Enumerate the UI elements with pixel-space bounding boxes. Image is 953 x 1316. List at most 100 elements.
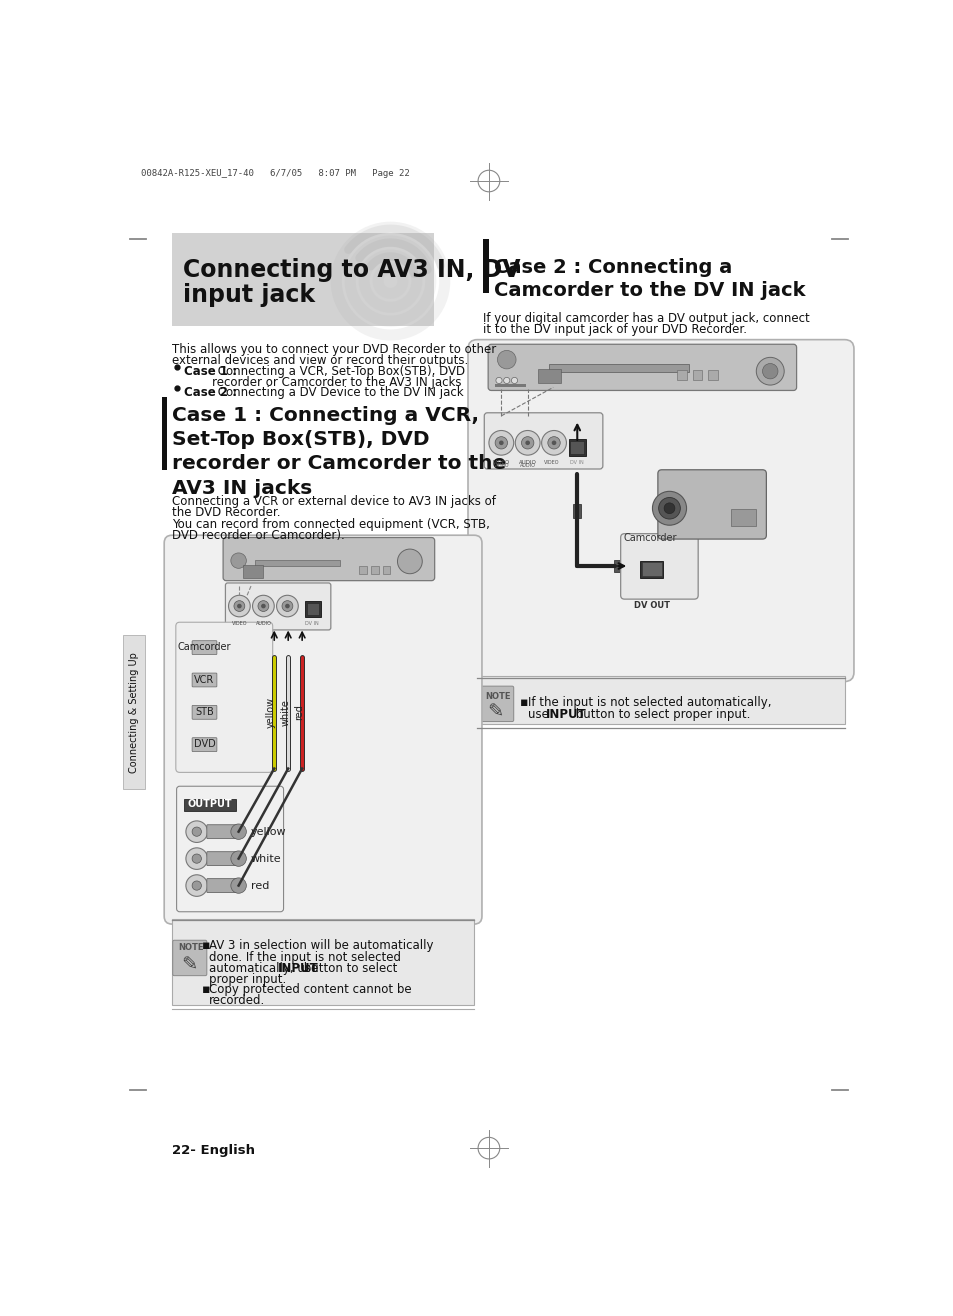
Bar xyxy=(549,365,688,372)
Text: Case 1 : Connecting a VCR,
Set-Top Box(STB), DVD
recorder or Camcorder to the
AV: Case 1 : Connecting a VCR, Set-Top Box(S… xyxy=(172,405,506,497)
Text: Connecting & Setting Up: Connecting & Setting Up xyxy=(129,651,139,772)
Circle shape xyxy=(253,595,274,617)
Text: yellow: yellow xyxy=(251,826,286,837)
Circle shape xyxy=(231,824,246,840)
Text: Camcorder: Camcorder xyxy=(177,642,231,653)
Text: red: red xyxy=(294,704,304,720)
Text: STB: STB xyxy=(195,707,213,717)
Circle shape xyxy=(658,497,679,519)
Text: Case 1 :: Case 1 : xyxy=(184,365,237,378)
Text: DV IN: DV IN xyxy=(304,621,318,625)
Bar xyxy=(570,441,583,454)
FancyBboxPatch shape xyxy=(225,583,331,630)
Circle shape xyxy=(231,851,246,866)
Bar xyxy=(162,396,167,470)
Text: external devices and view or record their outputs.: external devices and view or record thei… xyxy=(172,354,468,366)
Text: VIDEO: VIDEO xyxy=(543,459,558,465)
FancyBboxPatch shape xyxy=(658,470,765,540)
Text: ▪: ▪ xyxy=(201,983,210,996)
Text: If the input is not selected automatically,: If the input is not selected automatical… xyxy=(527,696,770,709)
Bar xyxy=(573,504,580,517)
Text: recorded.: recorded. xyxy=(209,994,265,1007)
Circle shape xyxy=(515,430,539,455)
Circle shape xyxy=(525,441,530,445)
Circle shape xyxy=(547,437,559,449)
Text: DV IN: DV IN xyxy=(570,459,583,465)
Text: recorder or Camcorder to the AV3 IN jacks: recorder or Camcorder to the AV3 IN jack… xyxy=(212,376,461,388)
Circle shape xyxy=(231,553,246,569)
Text: Connecting a VCR or external device to AV3 IN jacks of: Connecting a VCR or external device to A… xyxy=(172,495,496,508)
FancyBboxPatch shape xyxy=(207,825,239,838)
Circle shape xyxy=(503,378,509,383)
Circle shape xyxy=(541,430,566,455)
Circle shape xyxy=(236,604,241,608)
FancyBboxPatch shape xyxy=(172,919,474,1005)
Text: DV OUT: DV OUT xyxy=(634,600,670,609)
Text: AUDIO: AUDIO xyxy=(518,459,536,465)
Text: Connecting to AV3 IN, DV: Connecting to AV3 IN, DV xyxy=(183,258,519,282)
Bar xyxy=(183,799,236,811)
Text: Connecting a VCR, Set-Top Box(STB), DVD: Connecting a VCR, Set-Top Box(STB), DVD xyxy=(213,365,464,378)
FancyBboxPatch shape xyxy=(192,672,216,687)
Circle shape xyxy=(488,430,513,455)
FancyBboxPatch shape xyxy=(192,705,216,720)
Circle shape xyxy=(192,854,201,863)
Text: 22- English: 22- English xyxy=(172,1144,254,1157)
Circle shape xyxy=(186,875,208,896)
Circle shape xyxy=(231,878,246,894)
FancyBboxPatch shape xyxy=(176,786,283,912)
Text: Camcorder: Camcorder xyxy=(622,533,677,544)
Circle shape xyxy=(761,363,778,379)
Circle shape xyxy=(285,604,290,608)
FancyBboxPatch shape xyxy=(164,536,481,924)
Text: VIDEO: VIDEO xyxy=(492,459,510,465)
Text: ✎: ✎ xyxy=(487,703,503,721)
Bar xyxy=(692,370,701,380)
Bar xyxy=(495,383,525,387)
Bar xyxy=(537,368,560,383)
Text: You can record from connected equipment (VCR, STB,: You can record from connected equipment … xyxy=(172,519,489,532)
FancyBboxPatch shape xyxy=(477,686,513,721)
Bar xyxy=(639,561,662,578)
Text: VIDEO: VIDEO xyxy=(493,463,509,468)
Text: INPUT: INPUT xyxy=(278,962,318,975)
Circle shape xyxy=(663,503,674,513)
Text: VIDEO: VIDEO xyxy=(232,621,247,625)
FancyBboxPatch shape xyxy=(207,879,239,892)
Text: input jack: input jack xyxy=(183,283,314,308)
Circle shape xyxy=(229,595,250,617)
FancyBboxPatch shape xyxy=(484,413,602,468)
Circle shape xyxy=(261,604,266,608)
Circle shape xyxy=(192,826,201,836)
FancyBboxPatch shape xyxy=(476,676,843,724)
Text: yellow: yellow xyxy=(266,696,275,728)
Circle shape xyxy=(186,821,208,842)
Circle shape xyxy=(186,848,208,870)
Text: ▪: ▪ xyxy=(519,696,528,709)
Text: AUDIO: AUDIO xyxy=(255,621,271,625)
FancyBboxPatch shape xyxy=(468,340,853,682)
Text: VCR: VCR xyxy=(194,675,214,684)
Bar xyxy=(707,370,717,380)
Text: automatically, use: automatically, use xyxy=(209,962,322,975)
Text: ▪: ▪ xyxy=(201,940,210,953)
Text: 00842A-R125-XEU_17-40   6/7/05   8:07 PM   Page 22: 00842A-R125-XEU_17-40 6/7/05 8:07 PM Pag… xyxy=(141,168,409,178)
Bar xyxy=(123,636,145,790)
Bar xyxy=(731,509,756,526)
Text: NOTE: NOTE xyxy=(484,692,510,701)
Circle shape xyxy=(521,437,534,449)
Circle shape xyxy=(495,437,507,449)
FancyBboxPatch shape xyxy=(207,851,239,866)
Text: Connecting a DV Device to the DV IN jack: Connecting a DV Device to the DV IN jack xyxy=(213,386,463,399)
Circle shape xyxy=(652,491,686,525)
Text: ✎: ✎ xyxy=(181,955,198,975)
Text: OUTPUT: OUTPUT xyxy=(188,799,232,808)
Bar xyxy=(568,440,585,455)
Circle shape xyxy=(233,600,245,612)
FancyBboxPatch shape xyxy=(620,534,698,599)
Bar xyxy=(359,566,367,574)
Text: Case 2 : Connecting a: Case 2 : Connecting a xyxy=(494,258,732,278)
Text: DVD: DVD xyxy=(193,740,215,749)
Circle shape xyxy=(276,595,298,617)
Circle shape xyxy=(257,600,269,612)
